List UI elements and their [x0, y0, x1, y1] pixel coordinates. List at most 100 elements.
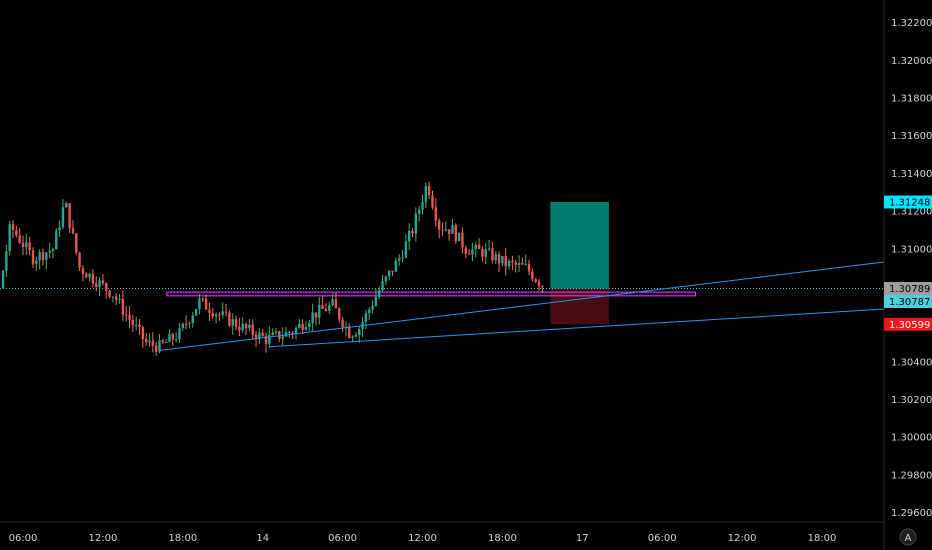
- auto-scale-button[interactable]: A: [899, 528, 917, 546]
- price-tag-label: 1.30789: [889, 284, 930, 295]
- candle-body: [424, 185, 428, 203]
- candle-body: [484, 249, 487, 257]
- candle-body: [184, 323, 188, 325]
- time-tick-label: 12:00: [88, 533, 117, 544]
- candle-body: [85, 273, 88, 278]
- candle-body: [234, 319, 238, 327]
- time-tick-label: 12:00: [408, 533, 437, 544]
- candle-body: [378, 290, 381, 298]
- candle-body: [497, 254, 501, 264]
- price-tag-label: 1.30599: [889, 320, 930, 331]
- candle-body: [45, 252, 48, 260]
- candle-body: [144, 339, 148, 343]
- candle-body: [0, 288, 1, 290]
- time-axis[interactable]: 06:00 12:00 18:00 14 06:00 12:00 18:00 17 06:00 1…: [9, 533, 837, 544]
- candle-body: [81, 267, 85, 274]
- time-tick-label: 18:00: [808, 533, 837, 544]
- candle-body: [231, 319, 234, 326]
- candle-body: [364, 313, 368, 323]
- candle-body: [181, 323, 184, 329]
- price-tick-label: 1.31600: [891, 131, 932, 142]
- candle-body: [168, 334, 171, 342]
- candle-body: [487, 248, 491, 250]
- candle-body: [248, 324, 251, 329]
- candle-body: [21, 242, 25, 248]
- candle-body: [68, 203, 71, 229]
- plot-area[interactable]: [0, 181, 885, 357]
- candle-body: [427, 185, 431, 196]
- candle-body: [28, 242, 31, 251]
- candle-body: [461, 232, 464, 248]
- candle-body: [441, 229, 444, 231]
- candle-body: [228, 312, 231, 326]
- price-tick-label: 1.31200: [891, 207, 932, 218]
- candle-body: [48, 250, 51, 253]
- candle-body: [138, 325, 141, 328]
- candle-body: [391, 270, 394, 272]
- candle-body: [55, 230, 58, 250]
- price-tag: [884, 282, 932, 296]
- candle-body: [351, 336, 354, 338]
- candle-body: [311, 312, 314, 323]
- candle-body: [417, 209, 421, 214]
- candle-body: [437, 220, 441, 230]
- candle-body: [278, 331, 281, 339]
- price-tick-label: 1.31400: [891, 169, 932, 180]
- candle-body: [8, 224, 11, 252]
- price-tick-label: 1.30200: [891, 395, 932, 406]
- candle-body: [141, 327, 145, 340]
- time-tick-label: 06:00: [328, 533, 357, 544]
- candle-body: [121, 298, 125, 315]
- candle-body: [204, 298, 208, 310]
- candle-body: [397, 258, 401, 261]
- candle-body: [338, 308, 341, 320]
- candle-body: [501, 256, 504, 264]
- trendline-1[interactable]: [158, 261, 885, 352]
- candle-body: [118, 298, 121, 300]
- trendline-2[interactable]: [269, 308, 885, 348]
- candle-body: [281, 336, 284, 339]
- candle-body: [444, 229, 448, 231]
- target-zone-box[interactable]: [550, 202, 609, 289]
- candle-body: [5, 251, 8, 271]
- candle-body: [481, 249, 484, 257]
- time-tick-label: 18:00: [488, 533, 517, 544]
- candle-body: [191, 315, 194, 324]
- candle-body: [221, 311, 224, 315]
- candle-body: [224, 311, 228, 313]
- candle-body: [101, 280, 105, 284]
- support-zone-rectangle[interactable]: [166, 291, 696, 297]
- candle-body: [394, 260, 398, 272]
- candle-body: [434, 207, 438, 221]
- candle-body: [108, 290, 111, 297]
- candle-body: [95, 283, 98, 288]
- candle-body: [541, 286, 544, 288]
- candle-body: [348, 326, 351, 338]
- candle-body: [341, 319, 344, 328]
- candle-body: [471, 249, 474, 255]
- candle-body: [504, 256, 507, 267]
- price-tag: [884, 195, 932, 209]
- candle-body: [411, 230, 414, 234]
- candle-body: [274, 331, 278, 333]
- candle-body: [111, 296, 115, 298]
- candle-body: [314, 312, 318, 318]
- candle-body: [517, 263, 521, 265]
- candle-body: [324, 309, 328, 311]
- candle-body: [244, 323, 248, 329]
- candle-body: [188, 323, 191, 325]
- stop-zone-box[interactable]: [550, 288, 609, 325]
- candle-body: [457, 232, 461, 241]
- candle-body: [148, 340, 151, 343]
- candle-body: [78, 252, 81, 268]
- price-tick-label: 1.30000: [891, 433, 932, 444]
- candle-body: [15, 229, 18, 236]
- candle-body: [128, 314, 131, 320]
- candle-body: [334, 299, 338, 309]
- candle-body: [384, 276, 388, 282]
- candle-body: [288, 332, 291, 334]
- candle-body: [477, 244, 481, 250]
- price-tick-label: 1.31800: [891, 93, 932, 104]
